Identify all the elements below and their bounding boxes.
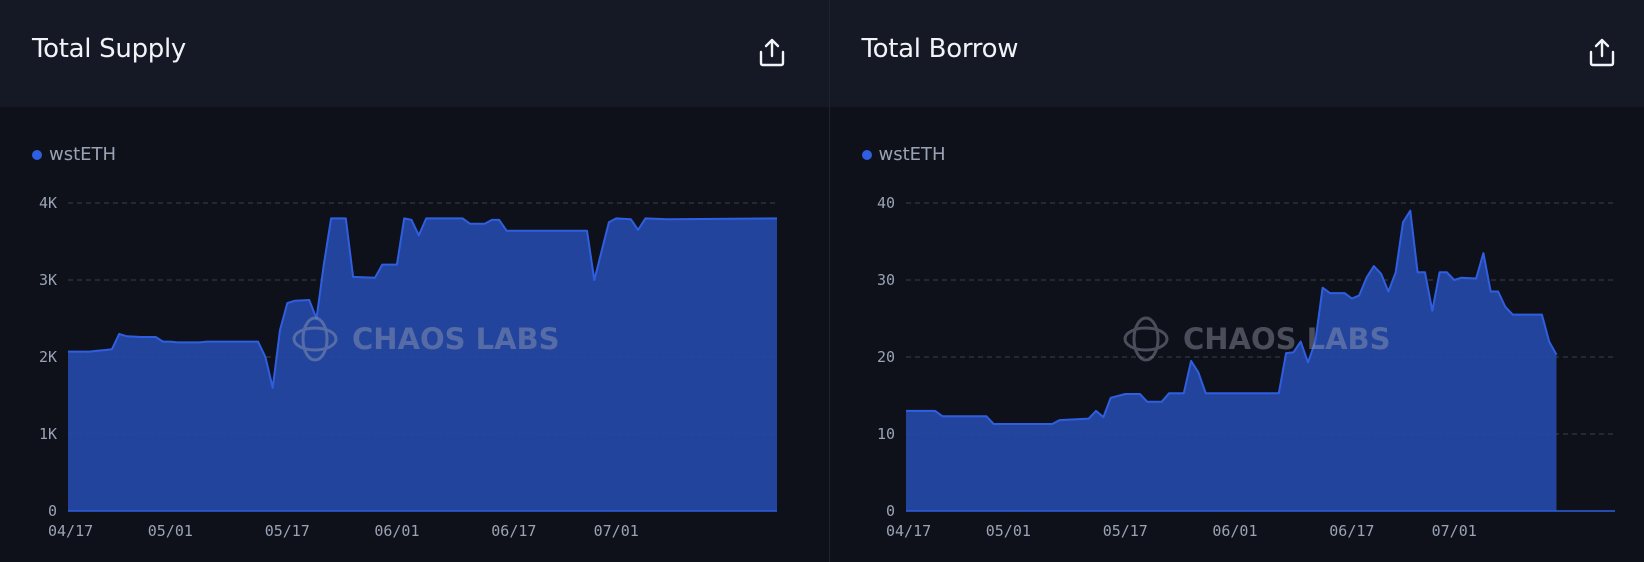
watermark-logo-icon xyxy=(1123,326,1168,352)
x-tick-label: 07/01 xyxy=(594,522,639,540)
x-tick-label: 05/01 xyxy=(985,522,1030,540)
legend-label: wstETH xyxy=(878,144,946,165)
x-tick-label: 05/01 xyxy=(148,522,193,540)
y-tick-label: 3K xyxy=(39,271,57,289)
legend-swatch xyxy=(861,149,872,160)
y-tick-label: 2K xyxy=(39,348,57,366)
x-tick-label: 04/17 xyxy=(886,522,931,540)
x-tick-label: 06/01 xyxy=(374,522,419,540)
legend-swatch xyxy=(32,149,42,160)
watermark: CHAOS LABS xyxy=(292,316,560,362)
y-tick-label: 40 xyxy=(876,194,894,212)
watermark-text: CHAOS LABS xyxy=(352,322,560,356)
share-icon-graphic xyxy=(759,38,785,67)
watermark-logo-icon xyxy=(1132,316,1159,362)
panel-title: Total Borrow xyxy=(861,34,1019,64)
watermark-text: CHAOS LABS xyxy=(1183,322,1391,356)
total-supply-panel: Total Supply wstETH 0 1K 2K 3K 4K 04/17 05/01 0… xyxy=(0,0,829,562)
total-borrow-panel: Total Borrow wstETH 0 10 20 30 40 04/17 05/01 0… xyxy=(828,0,1644,562)
y-tick-label: 4K xyxy=(39,194,57,212)
y-tick-label: 1K xyxy=(39,425,57,443)
y-tick-label: 0 xyxy=(885,502,894,520)
series-area[interactable] xyxy=(905,210,1557,511)
series-line[interactable] xyxy=(68,217,778,389)
x-tick-label: 06/17 xyxy=(1329,522,1374,540)
legend-label: wstETH xyxy=(49,144,117,165)
x-tick-label: 05/17 xyxy=(1102,522,1147,540)
share-icon-graphic xyxy=(1589,38,1614,67)
y-tick-label: 30 xyxy=(876,271,894,289)
series-line[interactable] xyxy=(905,209,1557,425)
x-tick-label: 05/17 xyxy=(265,522,310,540)
chart-legend[interactable]: wstETH xyxy=(32,144,116,165)
series-area[interactable] xyxy=(68,218,777,511)
panel-header: Total Supply xyxy=(0,0,829,107)
share-icon[interactable] xyxy=(756,36,788,68)
x-tick-label: 04/17 xyxy=(48,522,93,540)
watermark-logo-icon xyxy=(301,316,329,362)
panel-header: Total Borrow xyxy=(829,0,1644,107)
watermark-logo-icon xyxy=(292,326,338,352)
x-tick-label: 06/17 xyxy=(491,522,536,540)
share-icon[interactable] xyxy=(1586,36,1618,68)
watermark: CHAOS LABS xyxy=(1123,316,1391,362)
panel-title: Total Supply xyxy=(32,34,186,64)
y-tick-label: 20 xyxy=(876,348,894,366)
y-tick-label: 0 xyxy=(48,502,57,520)
y-tick-label: 10 xyxy=(876,425,894,443)
x-tick-label: 07/01 xyxy=(1431,522,1476,540)
total-supply-chart[interactable]: 0 1K 2K 3K 4K 04/17 05/01 05/17 06/01 06/17 07/01 C… xyxy=(0,0,829,562)
chart-legend[interactable]: wstETH xyxy=(861,144,946,165)
x-tick-label: 06/01 xyxy=(1212,522,1257,540)
total-borrow-chart[interactable]: 0 10 20 30 40 04/17 05/01 05/17 06/01 06/17 07/01 C… xyxy=(830,0,1644,562)
